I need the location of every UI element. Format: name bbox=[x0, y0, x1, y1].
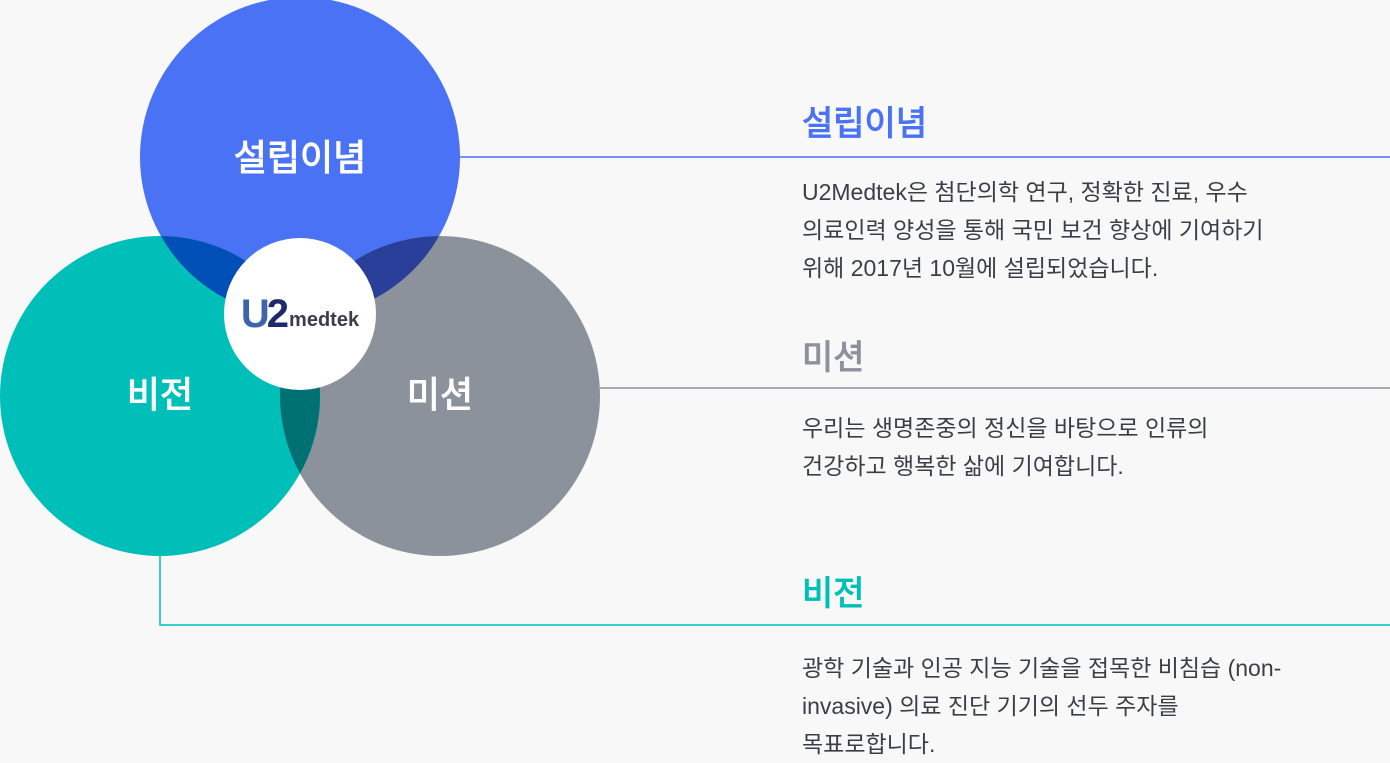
mission-title: 미션 bbox=[802, 339, 865, 377]
vision-title: 비전 bbox=[802, 575, 865, 613]
mission-section: 미션 우리는 생명존중의 정신을 바탕으로 인류의 건강하고 행복한 삶에 기여… bbox=[802, 330, 1208, 485]
founding-circle-label: 설립이념 bbox=[233, 137, 367, 178]
mission-body: 우리는 생명존중의 정신을 바탕으로 인류의 건강하고 행복한 삶에 기여합니다… bbox=[802, 415, 1209, 479]
founding-title: 설립이념 bbox=[802, 105, 928, 143]
founding-body: U2Medtek은 첨단의학 연구, 정확한 진료, 우수 의료인력 양성을 통… bbox=[802, 179, 1264, 281]
mission-circle-label: 미션 bbox=[406, 374, 474, 415]
company-logo: U 2 medtek bbox=[224, 238, 376, 390]
founding-circle bbox=[140, 0, 460, 317]
vision-body: 광학 기술과 인공 지능 기술을 접목한 비침습 (non- invasive)… bbox=[802, 655, 1282, 757]
vision-section: 비전 광학 기술과 인공 지능 기술을 접목한 비침습 (non- invasi… bbox=[802, 566, 1281, 763]
vision-circle-label: 비전 bbox=[126, 374, 194, 415]
vision-connector-line bbox=[159, 555, 1390, 626]
founding-section: 설립이념 U2Medtek은 첨단의학 연구, 정확한 진료, 우수 의료인력 … bbox=[802, 96, 1264, 287]
